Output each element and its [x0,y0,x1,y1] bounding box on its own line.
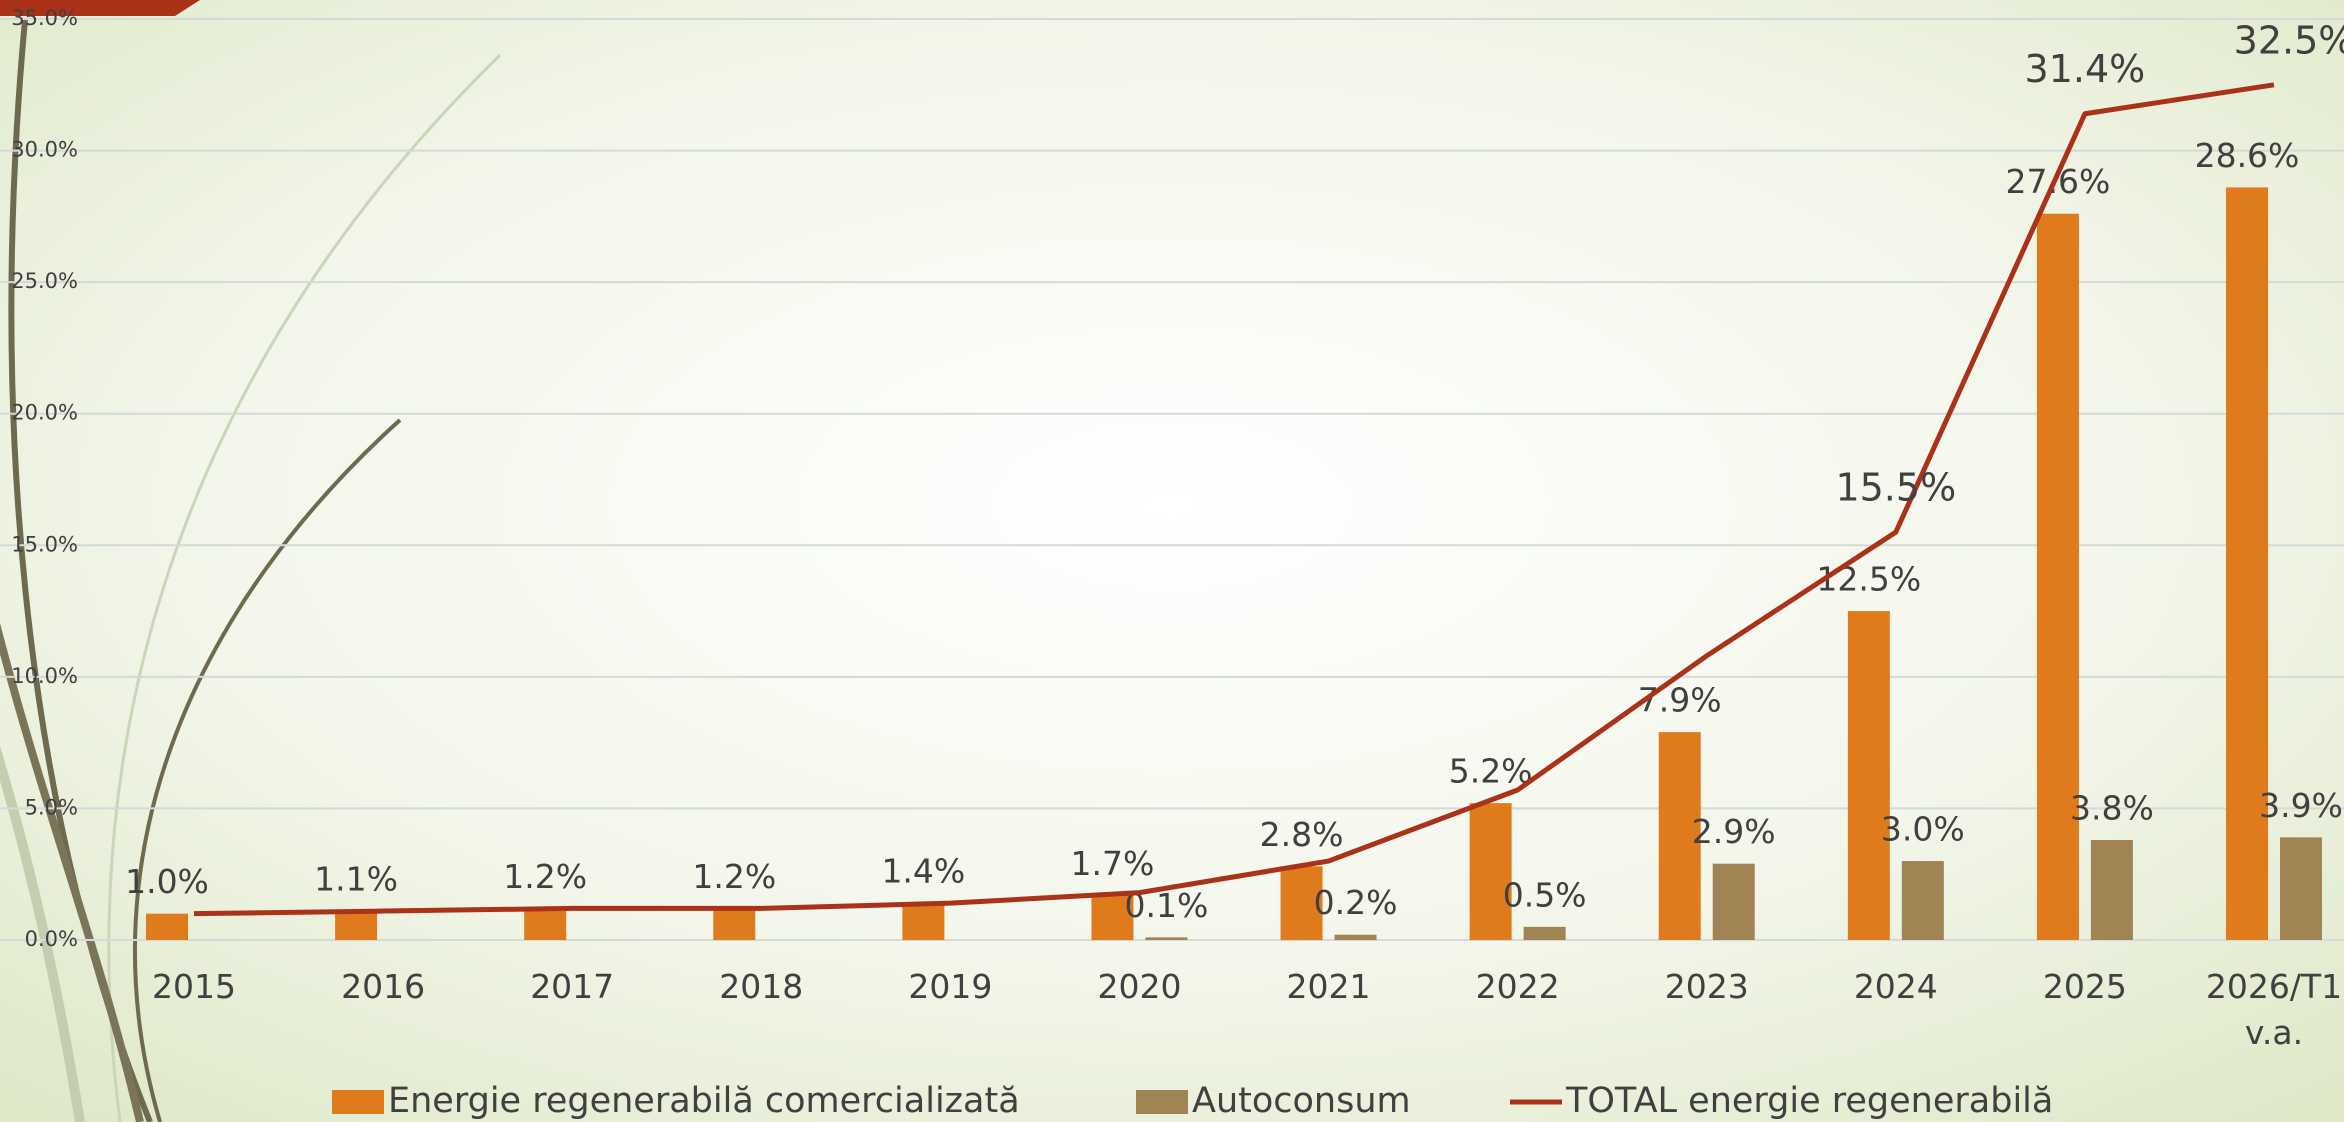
bar [2280,837,2322,940]
y-tick-label: 25.0% [11,269,78,293]
data-label: 5.2% [1449,752,1533,791]
y-tick-label: 15.0% [11,532,78,556]
bar [524,908,567,940]
bar [713,908,756,940]
bar [1280,866,1323,940]
bar [146,913,188,940]
legend-label: Energie regenerabilă comercializată [388,1081,1020,1121]
bar [1334,934,1377,940]
data-label: 1.0% [125,862,209,901]
data-label: 7.9% [1638,681,1722,720]
corner-tab [0,0,200,16]
data-label: 2.8% [1260,815,1344,854]
data-label: 3.9% [2259,786,2343,825]
legend-label: TOTAL energie regenerabilă [1565,1081,2053,1121]
legend-label: Autoconsum [1192,1081,1411,1121]
x-tick-label: 2026/T1 v.a. [2206,967,2342,1052]
legend-swatch [1136,1090,1188,1114]
bar [2090,840,2133,940]
data-label: 1.1% [314,860,398,899]
bar [1847,611,1890,940]
data-label: 0.2% [1314,883,1398,922]
bar [1469,803,1512,940]
y-tick-label: 20.0% [11,401,78,425]
data-label: 28.6% [2195,136,2300,175]
y-tick-label: 30.0% [11,138,78,162]
data-label: 1.2% [692,857,776,896]
data-label: 3.8% [2070,789,2154,828]
data-label: 1.4% [881,852,965,891]
bar [1901,861,1944,940]
bar [2036,213,2079,940]
bar [1712,863,1755,940]
bar [902,903,945,940]
data-label: 12.5% [1816,560,1921,599]
x-tick-label: 2017 [530,967,614,1006]
x-tick-label: 2015 [152,967,236,1006]
x-tick-label: 2025 [2043,967,2127,1006]
data-label: 2.9% [1692,812,1776,851]
data-label: 31.4% [2025,47,2146,91]
data-label: 0.5% [1503,875,1587,914]
x-tick-label: 2023 [1665,967,1749,1006]
bar [1091,895,1134,940]
data-label: 15.5% [1835,466,1956,510]
bar [1145,937,1188,940]
y-tick-label: 0.0% [25,927,78,951]
line [193,82,2275,917]
y-tick-label: 5.0% [25,795,78,819]
legend-swatch [332,1090,384,1114]
x-tick-label: 2021 [1287,967,1371,1006]
data-label: 1.2% [503,857,587,896]
bar [335,911,378,940]
x-tick-label: 2024 [1854,967,1938,1006]
y-tick-label: 35.0% [11,6,78,30]
x-tick-label: 2016 [341,967,425,1006]
bar [1523,926,1566,940]
x-tick-label: 2020 [1097,967,1181,1006]
x-tick-label: 2022 [1476,967,1560,1006]
x-tick-label: 2018 [719,967,803,1006]
y-tick-label: 10.0% [11,664,78,688]
data-label: 32.5% [2234,18,2344,62]
data-label: 1.7% [1071,844,1155,883]
data-label: 3.0% [1881,810,1965,849]
bar [1658,732,1701,940]
bar [2226,187,2268,940]
x-tick-label: 2019 [908,967,992,1006]
decoration [0,19,502,1122]
